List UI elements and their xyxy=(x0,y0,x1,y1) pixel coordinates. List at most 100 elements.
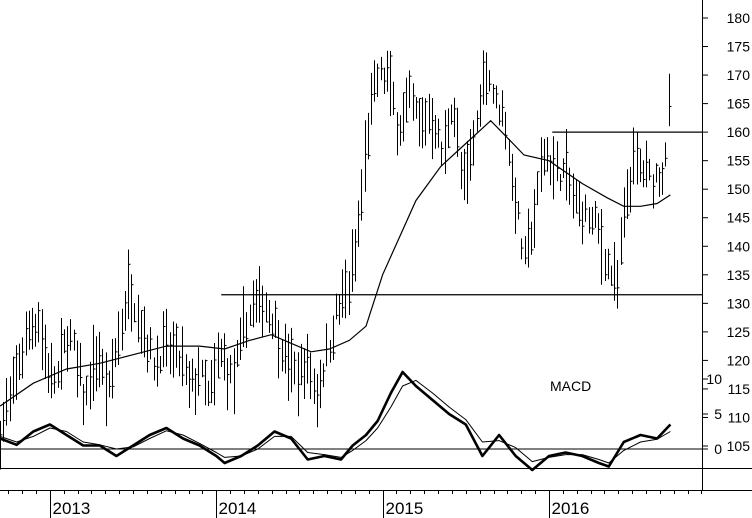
price-y-tick-label: 150 xyxy=(727,181,751,197)
price-y-tick-label: 160 xyxy=(727,124,751,140)
macd-y-tick-label: 5 xyxy=(714,406,722,422)
price-bar xyxy=(416,97,419,119)
price-bar xyxy=(134,303,137,323)
price-bar xyxy=(483,50,486,105)
price-bar xyxy=(3,401,6,442)
price-bar xyxy=(307,333,310,384)
price-bar xyxy=(432,98,435,160)
price-bar xyxy=(352,229,355,292)
price-bar xyxy=(601,209,604,285)
price-bar xyxy=(441,141,444,167)
price-bar xyxy=(429,93,432,134)
price-bar xyxy=(614,241,617,301)
price-bar xyxy=(397,112,400,156)
price-bar xyxy=(445,110,448,174)
price-bar xyxy=(525,236,528,265)
price-bar xyxy=(361,169,364,221)
price-bar xyxy=(409,70,412,108)
price-bar xyxy=(93,324,96,401)
price-bar xyxy=(115,338,118,368)
price-bar xyxy=(368,112,371,160)
price-bar xyxy=(99,331,102,388)
price-bar xyxy=(605,249,608,282)
price-bar xyxy=(390,50,393,117)
price-bar xyxy=(224,333,227,381)
price-bar xyxy=(51,342,54,399)
price-bar xyxy=(547,137,550,172)
price-bar xyxy=(147,334,150,373)
price-bar xyxy=(509,139,512,166)
price-bar xyxy=(544,138,547,176)
price-bar xyxy=(112,338,115,399)
price-bar xyxy=(576,180,579,214)
price-bar xyxy=(16,345,19,400)
price-bar xyxy=(38,302,41,343)
price-bar xyxy=(589,207,592,234)
price-bar xyxy=(659,167,662,197)
price-y-tick-label: 155 xyxy=(727,153,751,169)
year-tick-label: 2013 xyxy=(53,499,91,518)
price-bar xyxy=(496,85,499,109)
price-bar xyxy=(521,238,524,260)
price-bar xyxy=(646,140,649,188)
price-bar xyxy=(624,187,627,238)
macd-line xyxy=(0,370,672,472)
price-bar xyxy=(22,337,25,379)
price-bar xyxy=(163,311,166,368)
price-y-tick-label: 170 xyxy=(727,67,751,83)
price-bar xyxy=(106,352,109,427)
price-bar xyxy=(122,308,125,351)
price-panel xyxy=(0,50,702,470)
price-bar xyxy=(345,259,348,319)
price-bar xyxy=(505,111,508,150)
price-bar xyxy=(419,97,422,147)
price-bar xyxy=(128,249,131,320)
price-bar xyxy=(637,131,640,185)
price-bar xyxy=(179,350,182,377)
price-bar xyxy=(205,359,208,406)
price-y-tick-label: 110 xyxy=(728,409,751,425)
price-bar xyxy=(374,60,377,102)
price-bar xyxy=(336,293,339,320)
price-bar xyxy=(86,375,89,406)
price-bar xyxy=(35,313,38,347)
price-bar xyxy=(470,128,473,181)
price-bar xyxy=(611,265,614,286)
price-bar xyxy=(61,317,64,390)
price-bar xyxy=(493,84,496,104)
macd-label: MACD xyxy=(550,378,591,394)
price-bar xyxy=(467,140,470,204)
macd-signal-line xyxy=(0,379,671,464)
price-bar xyxy=(387,50,390,92)
price-bar xyxy=(67,326,70,372)
price-bar xyxy=(32,307,35,350)
price-y-tick-label: 145 xyxy=(727,210,751,226)
price-bar xyxy=(502,90,505,127)
price-bar xyxy=(13,356,16,404)
price-bar xyxy=(189,360,192,409)
price-bar xyxy=(563,158,566,179)
price-bar xyxy=(573,173,576,219)
price-bar xyxy=(198,347,201,396)
price-bar xyxy=(256,279,259,323)
price-bar xyxy=(141,309,144,354)
price-bar xyxy=(320,359,323,409)
price-bar xyxy=(294,351,297,385)
price-bar xyxy=(109,370,112,398)
price-bar xyxy=(202,359,205,378)
price-bar xyxy=(403,92,406,142)
price-bar xyxy=(451,104,454,125)
price-bar xyxy=(253,280,256,328)
price-bar xyxy=(131,274,134,332)
price-bar xyxy=(560,174,563,192)
price-bar xyxy=(266,292,269,323)
price-bar xyxy=(371,72,374,125)
price-bar xyxy=(358,200,361,247)
price-bar xyxy=(42,309,45,371)
price-bar xyxy=(157,335,160,387)
price-y-tick-label: 115 xyxy=(728,381,751,397)
price-y-tick-label: 135 xyxy=(727,267,751,283)
price-bar xyxy=(211,360,214,404)
